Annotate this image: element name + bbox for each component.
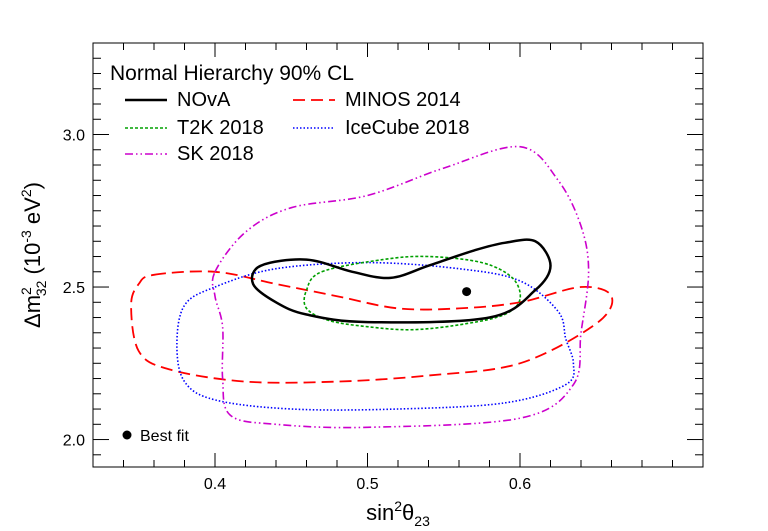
chart-title: Normal Hierarchy 90% CL	[110, 62, 354, 85]
x-tick-label: 0.6	[509, 476, 531, 493]
legend: NOvA MINOS 2014 T2K 2018 IceCube 2018 SK 201…	[125, 89, 470, 165]
legend-label-icecube-2018: IceCube 2018	[345, 117, 470, 139]
best-fit-legend-dot	[122, 430, 132, 440]
contour-t2k-2018	[303, 255, 522, 331]
contour-nova	[250, 238, 552, 324]
contour-layer	[130, 145, 614, 429]
y-tick-label: 2.0	[63, 433, 85, 450]
legend-label-minos-2014: MINOS 2014	[345, 89, 461, 111]
contour-icecube-2018	[176, 261, 575, 411]
x-axis-title: sin2θ23	[366, 498, 430, 529]
contour-minos-2014	[130, 270, 614, 384]
legend-label-t2k-2018: T2K 2018	[177, 117, 264, 139]
y-tick-label: 2.5	[63, 280, 85, 297]
y-tick-label: 3.0	[63, 128, 85, 145]
x-tick-label: 0.4	[204, 476, 226, 493]
legend-label-sk-2018: SK 2018	[177, 143, 254, 165]
best-fit-legend-label: Best fit	[140, 428, 189, 445]
y-axis-title: Δm232 (10-3 eV2)	[18, 182, 49, 328]
best-fit-point	[462, 287, 472, 297]
best-fit-marker	[462, 287, 472, 297]
best-fit-legend: Best fit	[122, 428, 189, 445]
legend-label-nova: NOvA	[177, 89, 231, 111]
contour-sk-2018	[211, 145, 590, 429]
tick-layer: 0.4 0.5 0.6 2.0 2.5 3.0	[63, 42, 704, 493]
x-tick-label: 0.5	[356, 476, 378, 493]
